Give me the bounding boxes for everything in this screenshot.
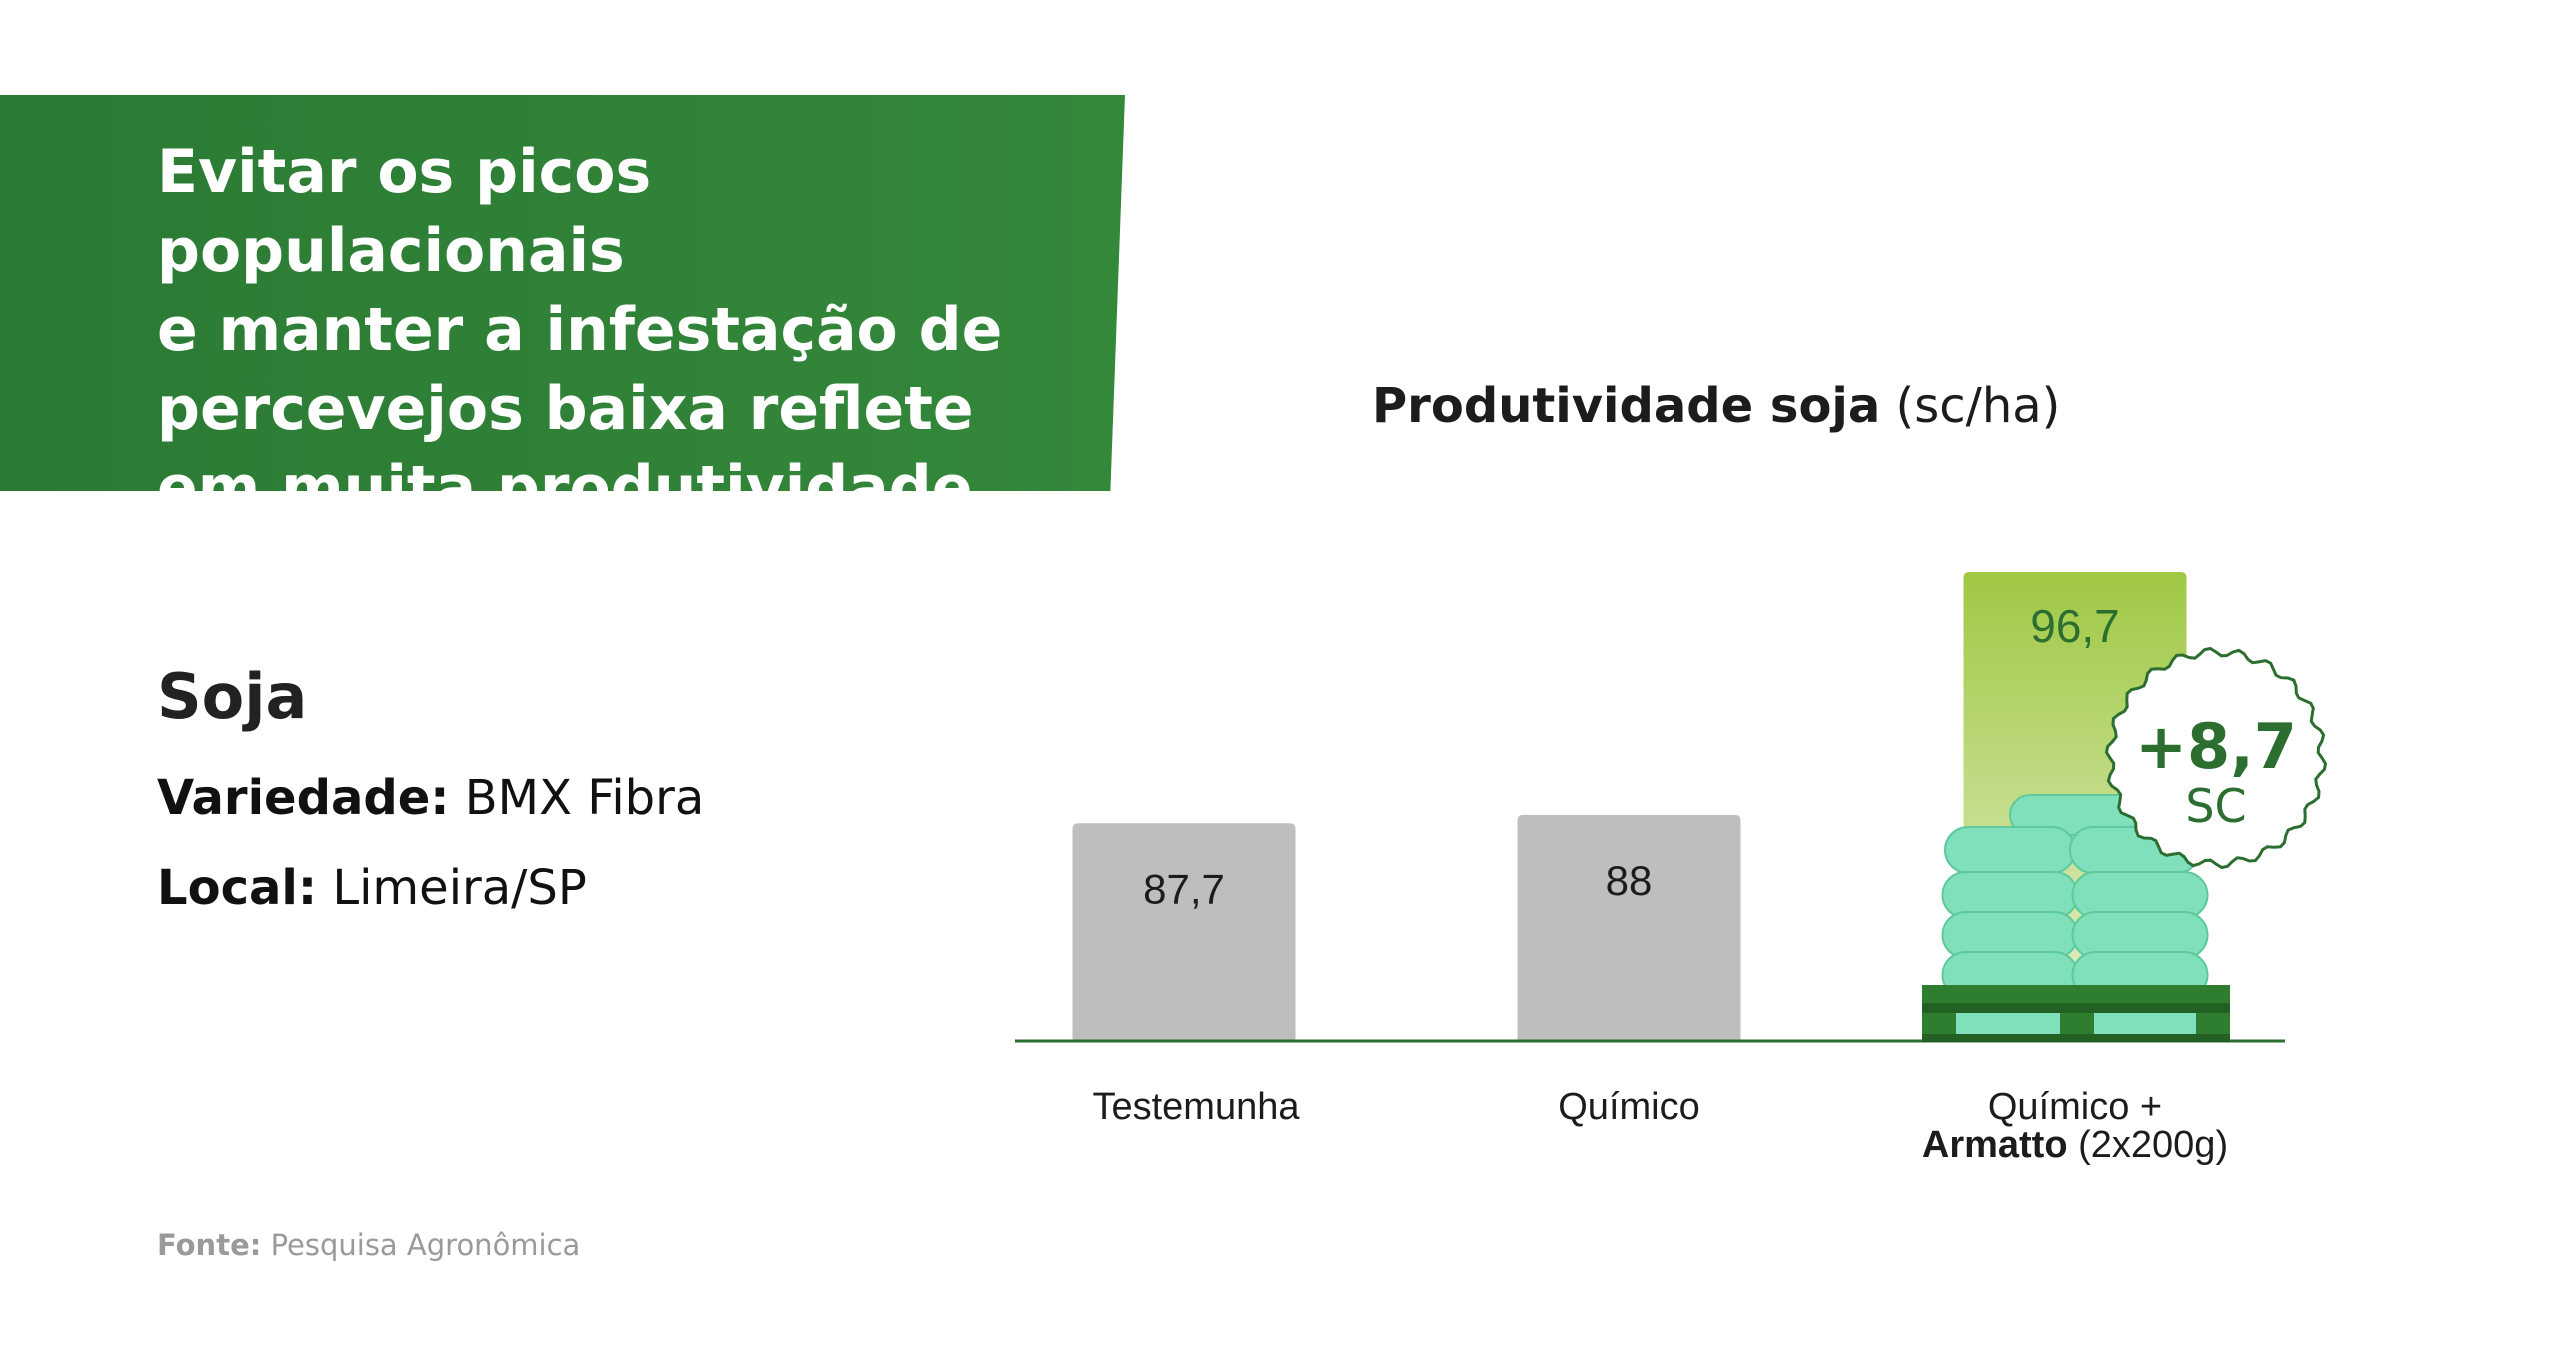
category-label-quimico-armatto: Químico + Armatto (2x200g) <box>1875 1088 2275 1164</box>
bar-value-label-2: 88 <box>1606 857 1653 904</box>
source-note: Fonte: Pesquisa Agronômica <box>157 1228 580 1262</box>
location-line: Local: Limeira/SP <box>157 860 587 916</box>
category-label-text: Testemunha <box>1092 1086 1300 1128</box>
pallet-shadow <box>1922 1003 2230 1013</box>
difference-badge: +8,7 SC <box>2104 646 2328 870</box>
category-label-text: Químico <box>1558 1086 1700 1128</box>
variety-value: BMX Fibra <box>464 770 705 826</box>
chart-title-unit: (sc/ha) <box>1895 378 2061 434</box>
pallet-top-board <box>1922 985 2230 1003</box>
location-value: Limeira/SP <box>332 860 587 916</box>
chart-title-main: Produtividade soja <box>1372 378 1881 434</box>
bar-1 <box>1072 823 1296 1041</box>
variety-line: Variedade: BMX Fibra <box>157 770 704 826</box>
variety-label: Variedade: <box>157 770 450 826</box>
source-label: Fonte: <box>157 1228 262 1262</box>
source-value: Pesquisa Agronômica <box>270 1228 581 1262</box>
headline: Evitar os picos populacionais e manter a… <box>157 137 1003 523</box>
pallet-bottom-board <box>1922 1034 2230 1042</box>
sack-pile-illustration <box>1922 794 2230 1042</box>
badge-unit: SC <box>2185 779 2246 833</box>
category-label-testemunha: Testemunha <box>996 1088 1396 1126</box>
category-label-product: Armatto <box>1921 1124 2068 1166</box>
category-label-dose: (2x200g) <box>2067 1124 2229 1166</box>
category-label-quimico: Químico <box>1429 1088 1829 1126</box>
bar-2 <box>1517 814 1741 1041</box>
sack <box>1944 826 2076 874</box>
chart-title: Produtividade soja (sc/ha) <box>1372 378 2060 434</box>
bar-value-label-3: 96,7 <box>2030 600 2120 652</box>
location-label: Local: <box>157 860 318 916</box>
crop-title: Soja <box>157 660 308 733</box>
category-label-line1: Químico + <box>1987 1086 2163 1128</box>
headline-banner <box>0 95 1125 491</box>
badge-value: +8,7 <box>2135 710 2297 783</box>
badge-scalloped-circle <box>2104 646 2328 870</box>
bar-value-label-1: 87,7 <box>1143 865 1225 912</box>
